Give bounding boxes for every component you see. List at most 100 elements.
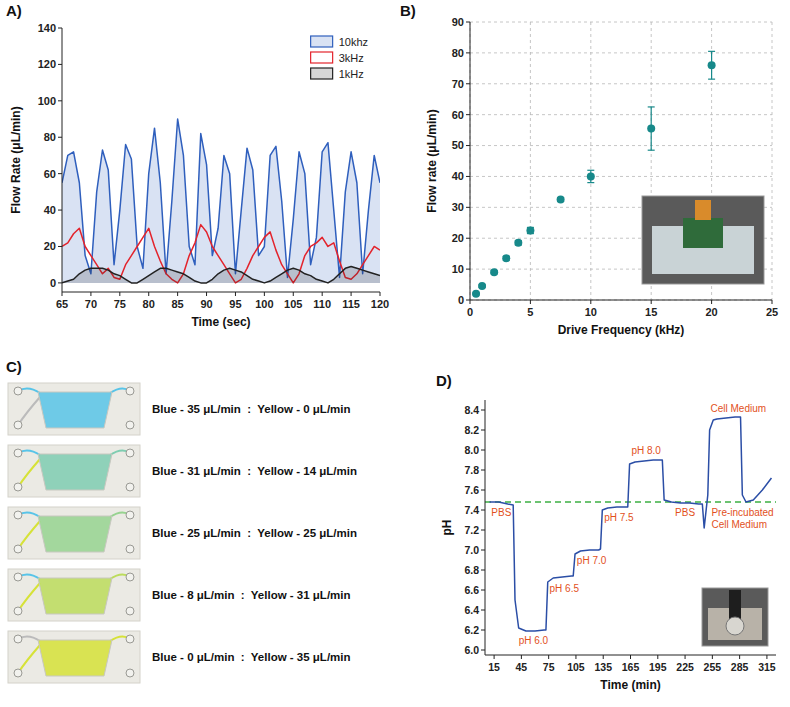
- port: [126, 669, 134, 677]
- tick-label: 30: [452, 201, 464, 213]
- point: [557, 196, 565, 204]
- tick-label: 20: [44, 240, 56, 252]
- port: [14, 421, 22, 429]
- tick: [380, 292, 381, 296]
- figure: A)65707580859095100105110115120020406080…: [0, 0, 790, 707]
- tick-label: 100: [38, 95, 56, 107]
- tick-label: 140: [38, 22, 56, 34]
- tick-label: 7.8: [464, 464, 479, 476]
- point: [490, 268, 498, 276]
- series-area: [62, 267, 380, 283]
- tick-label: 90: [452, 16, 464, 28]
- tick-label: 7.2: [464, 524, 479, 536]
- row-label: Blue - 0 μL/min : Yellow - 35 μL/min: [152, 651, 351, 663]
- axis-title: Flow Rate (μL/min): [9, 106, 23, 213]
- tick-label: 15: [645, 306, 657, 318]
- chamber: [38, 392, 112, 428]
- tick-label: 20: [705, 306, 717, 318]
- chip: [8, 631, 140, 683]
- axis-title: pH: [440, 520, 454, 536]
- grid-line: [470, 22, 471, 300]
- tick: [481, 550, 485, 551]
- tick: [466, 238, 470, 239]
- tick-label: 120: [371, 298, 389, 310]
- inset-photo: [642, 196, 764, 284]
- axis-title: Drive Frequency (kHz): [558, 323, 685, 337]
- tick-label: 105: [567, 661, 585, 673]
- tick: [521, 655, 522, 659]
- series-line: [62, 267, 380, 283]
- tick: [481, 430, 485, 431]
- tick-label: 10: [585, 306, 597, 318]
- annotation: pH 7.0: [577, 555, 607, 566]
- tick: [685, 655, 686, 659]
- chamber: [38, 640, 112, 676]
- error-bar: [648, 107, 655, 150]
- annotation-line: Cell Medium: [711, 519, 767, 530]
- legend-swatch: [311, 68, 333, 79]
- data-area: [485, 417, 776, 631]
- tick: [739, 655, 740, 659]
- point: [587, 172, 595, 180]
- chip: [8, 445, 140, 497]
- legend-label: 3kHz: [339, 52, 364, 64]
- grid-line: [470, 176, 772, 177]
- tick: [58, 28, 62, 29]
- tick-label: 8.0: [464, 444, 479, 456]
- tick-label: 75: [114, 298, 126, 310]
- chamber-image: [8, 569, 140, 621]
- grid-line: [470, 300, 772, 301]
- chamber: [38, 578, 112, 614]
- tick: [481, 470, 485, 471]
- tick: [657, 655, 658, 659]
- inset-shape: [695, 200, 711, 220]
- tick: [466, 300, 470, 301]
- tick-label: 7.0: [464, 544, 479, 556]
- tick: [481, 490, 485, 491]
- channel: [18, 521, 40, 549]
- chart-panel: A)65707580859095100105110115120020406080…: [6, 2, 389, 329]
- grid-line: [530, 22, 531, 300]
- tick: [481, 510, 485, 511]
- tick-label: 45: [516, 661, 528, 673]
- tick: [58, 246, 62, 247]
- chamber-image: [8, 507, 140, 559]
- port: [126, 635, 134, 643]
- x-axis: [62, 292, 380, 293]
- annotation-line: Pre-incubated: [711, 507, 773, 518]
- panel-letter: C): [6, 358, 22, 375]
- port: [14, 545, 22, 553]
- tick: [466, 52, 470, 53]
- chip: [8, 507, 140, 559]
- tick-label: 15: [488, 661, 500, 673]
- axis-title: Time (min): [600, 678, 660, 692]
- error-cap: [708, 51, 715, 52]
- tick-label: 70: [85, 298, 97, 310]
- tick-label: 95: [229, 298, 241, 310]
- port: [14, 511, 22, 519]
- tick: [206, 292, 207, 296]
- point: [514, 239, 522, 247]
- port: [126, 387, 134, 395]
- legend-label: 1kHz: [339, 68, 364, 80]
- tick: [58, 100, 62, 101]
- point: [472, 290, 480, 298]
- port: [14, 387, 22, 395]
- tick: [481, 650, 485, 651]
- inset-shape: [683, 218, 723, 248]
- tick: [481, 450, 485, 451]
- tick: [481, 630, 485, 631]
- tick-label: 100: [255, 298, 273, 310]
- series-area: [62, 119, 380, 283]
- grid-line: [470, 145, 772, 146]
- tick-label: 60: [44, 168, 56, 180]
- tick-label: 80: [143, 298, 155, 310]
- error-bar: [708, 51, 715, 79]
- grid-line: [470, 22, 772, 23]
- tick: [177, 292, 178, 296]
- tick-label: 0: [467, 306, 473, 318]
- inset-frame: [642, 196, 764, 284]
- grid-line: [470, 114, 772, 115]
- tick-label: 255: [704, 661, 722, 673]
- chamber: [38, 516, 112, 552]
